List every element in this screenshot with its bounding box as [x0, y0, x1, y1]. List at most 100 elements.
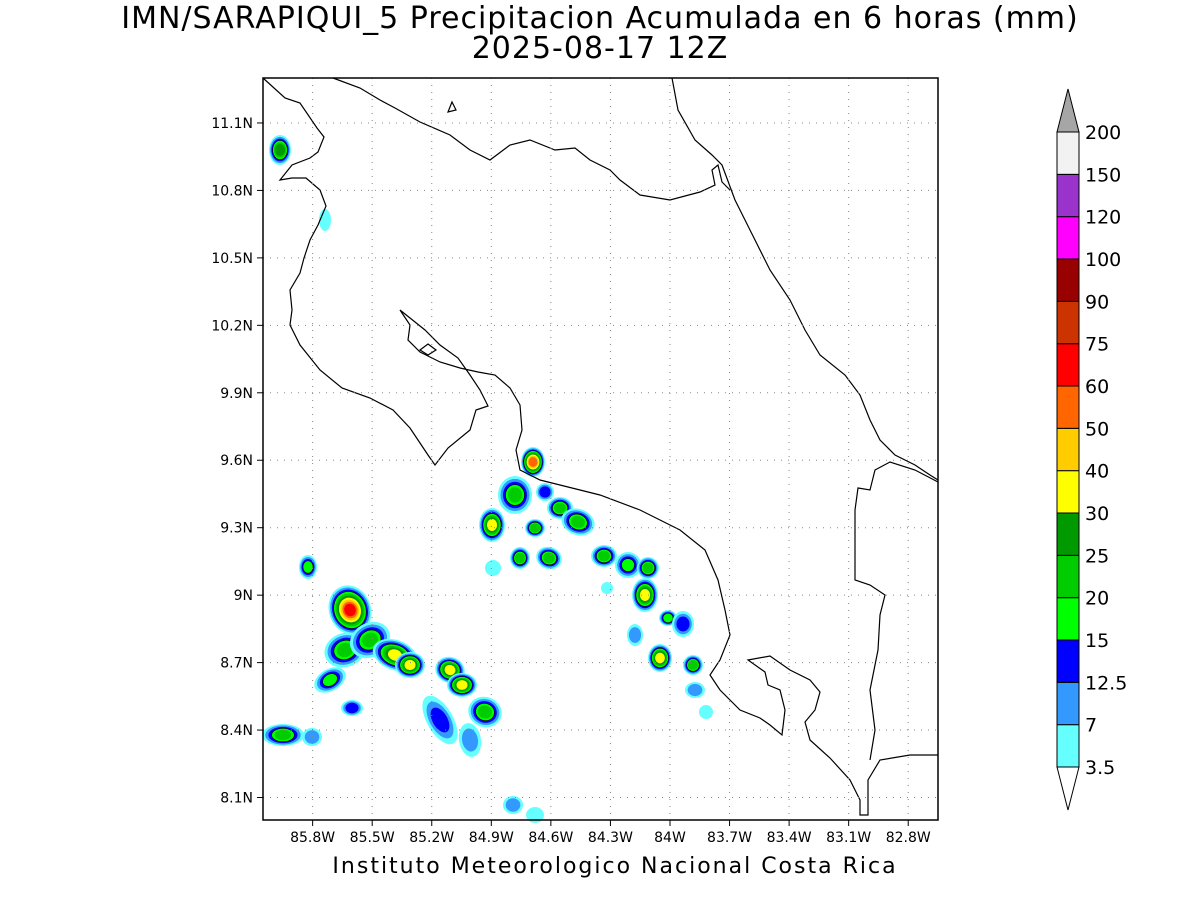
colorbar-swatch — [1056, 131, 1080, 175]
colorbar-swatch — [1056, 343, 1080, 387]
rain-cell — [591, 545, 617, 567]
colorbar-level-label: 30 — [1085, 503, 1109, 525]
colorbar-swatch — [1056, 300, 1080, 345]
rain-cell — [299, 555, 317, 579]
lon-tick-label: 82.8W — [886, 830, 931, 846]
rain-cell — [395, 652, 425, 678]
colorbar-swatch — [1056, 681, 1080, 726]
lon-tick-label: 85.5W — [350, 830, 395, 846]
rain-cell — [526, 807, 544, 823]
rain-cell — [627, 624, 643, 646]
colorbar-level-label: 40 — [1085, 461, 1109, 483]
colorbar: 3.5 7 12.5 15 20 25 30 40 50 60 75 90 100 120 150 200 — [1056, 88, 1127, 811]
colorbar-level-label: 3.5 — [1085, 757, 1115, 779]
rain-cell — [422, 695, 458, 745]
colorbar-level-label: 7 — [1085, 715, 1097, 737]
rain-cell — [632, 578, 658, 612]
rain-cell — [615, 552, 641, 578]
rain-cell — [536, 546, 562, 570]
rain-cell — [468, 696, 502, 728]
colorbar-level-label: 100 — [1085, 249, 1121, 271]
rain-cell — [485, 560, 501, 576]
rain-cell — [479, 508, 505, 542]
rain-cell — [685, 682, 705, 698]
rain-cell — [510, 547, 530, 569]
colorbar-swatch — [1056, 639, 1080, 683]
colorbar-swatch — [1056, 216, 1080, 260]
colorbar-level-label: 25 — [1085, 545, 1109, 567]
lat-tick-label: 10.2N — [211, 318, 253, 334]
lon-tick-label: 83.1W — [826, 830, 871, 846]
rain-cell — [319, 209, 331, 231]
rain-cell — [328, 585, 372, 635]
rain-cell — [314, 667, 346, 693]
rain-cell — [648, 644, 672, 672]
rain-cell — [659, 610, 677, 626]
colorbar-swatch — [1056, 470, 1080, 514]
northern-border — [332, 77, 731, 201]
colorbar-swatch — [1056, 512, 1080, 556]
caribbean-coastline — [671, 77, 939, 481]
lat-tick-label: 9.6N — [220, 453, 253, 469]
rain-cell — [637, 557, 659, 579]
lat-tick-label: 10.5N — [211, 251, 253, 267]
credit-text: Instituto Meteorologico Nacional Costa R… — [332, 854, 898, 879]
lon-tick-label: 84.3W — [588, 830, 633, 846]
rain-cell — [521, 447, 545, 477]
colorbar-level-label: 20 — [1085, 588, 1109, 610]
lat-tick-label: 8.7N — [220, 656, 253, 672]
lon-tick-label: 84W — [654, 830, 686, 846]
rain-cell — [269, 135, 291, 165]
rain-cell — [498, 476, 532, 514]
lat-tick-label: 9N — [234, 588, 253, 604]
lat-tick-label: 8.4N — [220, 723, 253, 739]
coastline — [262, 77, 939, 816]
rain-cell — [536, 483, 554, 501]
colorbar-level-label: 200 — [1085, 122, 1121, 144]
pacific-coastline — [262, 77, 938, 816]
rain-cell — [672, 611, 694, 637]
chira-island — [418, 343, 438, 356]
colorbar-swatch — [1056, 554, 1080, 599]
rain-cell — [601, 582, 613, 594]
colorbar-level-label: 50 — [1085, 418, 1109, 440]
colorbar-swatch — [1056, 258, 1080, 302]
map-frame — [262, 77, 939, 821]
colorbar-swatch — [1056, 427, 1080, 472]
precipitation-field — [262, 135, 713, 823]
colorbar-swatch — [1056, 597, 1080, 641]
colorbar-level-label: 120 — [1085, 207, 1121, 229]
rain-cell — [683, 655, 703, 675]
colorbar-swatch — [1056, 173, 1080, 218]
lat-tick-label: 8.1N — [220, 791, 253, 807]
colorbar-level-label: 60 — [1085, 376, 1109, 398]
colorbar-swatch — [1056, 385, 1080, 429]
lake-island — [447, 100, 457, 113]
colorbar-swatch — [1056, 724, 1080, 768]
lon-tick-label: 83.7W — [707, 830, 752, 846]
colorbar-level-label: 12.5 — [1085, 672, 1127, 694]
colorbar-level-label: 75 — [1085, 334, 1109, 356]
rain-cell — [262, 724, 304, 746]
colorbar-level-label: 150 — [1085, 164, 1121, 186]
rain-cell — [341, 700, 363, 716]
lat-tick-label: 11.1N — [211, 116, 253, 132]
lon-tick-label: 85.8W — [290, 830, 335, 846]
chart-subtitle: 2025-08-17 12Z — [471, 31, 729, 66]
colorbar-under-arrow — [1056, 766, 1080, 811]
map-axes: 11.1N 10.8N 10.5N 10.2N 9.9N 9.6N 9.3N 9N 8.7N 8.… — [211, 116, 931, 846]
lon-tick-label: 85.2W — [409, 830, 454, 846]
chart-title: IMN/SARAPIQUI_5 Precipitacion Acumulada … — [121, 1, 1079, 36]
lon-tick-label: 83.4W — [767, 830, 812, 846]
lon-tick-label: 84.6W — [528, 830, 573, 846]
rain-cell — [699, 705, 713, 719]
rain-cell — [503, 796, 523, 814]
rain-cell — [447, 673, 477, 697]
colorbar-level-label: 90 — [1085, 291, 1109, 313]
graticule — [263, 78, 938, 820]
rain-cell — [458, 723, 482, 757]
lat-tick-label: 9.9N — [220, 386, 253, 402]
panama-border — [854, 461, 939, 761]
rain-cell — [302, 728, 322, 746]
